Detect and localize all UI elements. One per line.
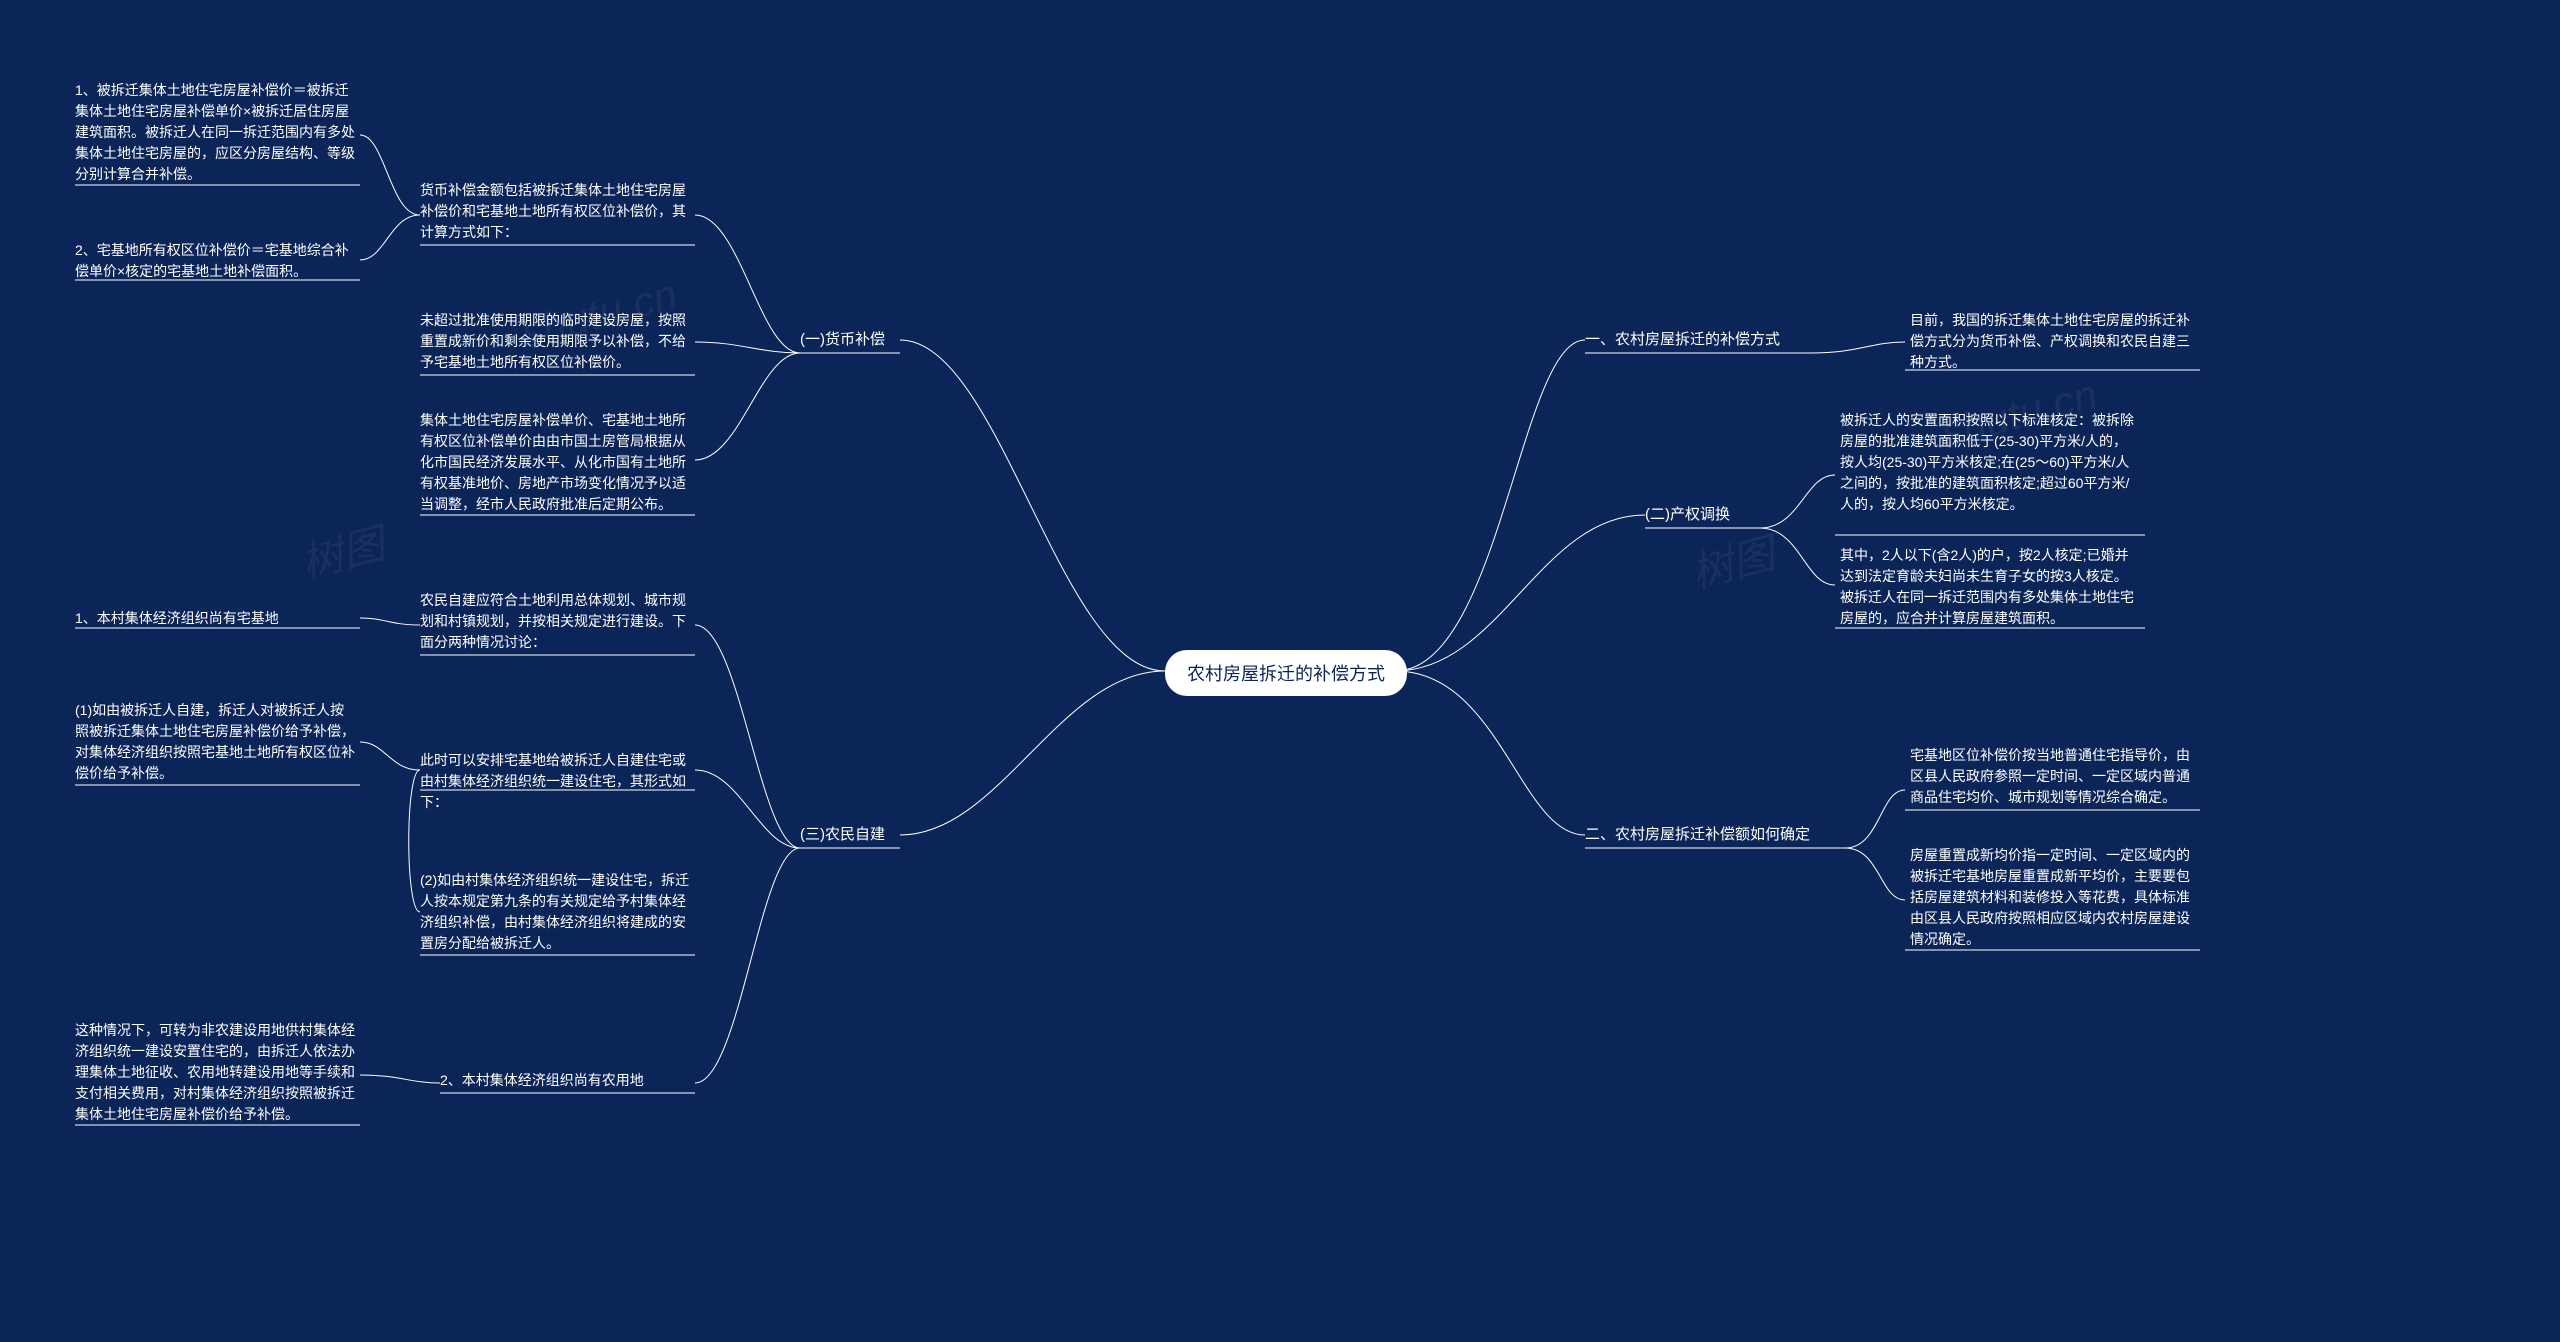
l1-grandchild-1: 2、宅基地所有权区位补偿价＝宅基地综合补偿单价×核定的宅基地土地补偿面积。	[75, 240, 355, 282]
r2-leaf-0: 被拆迁人的安置面积按照以下标准核定：被拆除房屋的批准建筑面积低于(25-30)平…	[1840, 410, 2140, 515]
branch-l1-label: (一)货币补偿	[800, 328, 885, 349]
r3-leaf-1: 房屋重置成新均价指一定时间、一定区域内的被拆迁宅基地房屋重置成新平均价，主要要包…	[1910, 845, 2200, 950]
branch-r2-label: (二)产权调换	[1645, 503, 1730, 524]
center-node: 农村房屋拆迁的补偿方式	[1165, 650, 1407, 696]
branch-r3-label: 二、农村房屋拆迁补偿额如何确定	[1585, 823, 1810, 844]
branch-l2-label: (三)农民自建	[800, 823, 885, 844]
l1-grandchild-0: 1、被拆迁集体土地住宅房屋补偿价＝被拆迁集体土地住宅房屋补偿单价×被拆迁居住房屋…	[75, 80, 355, 185]
l2-child-2: 2、本村集体经济组织尚有农用地	[440, 1070, 690, 1091]
l1-child-2: 集体土地住宅房屋补偿单价、宅基地土地所有权区位补偿单价由由市国土房管局根据从化市…	[420, 410, 690, 515]
l1-child-0: 货币补偿金额包括被拆迁集体土地住宅房屋补偿价和宅基地土地所有权区位补偿价，其计算…	[420, 180, 690, 243]
center-label: 农村房屋拆迁的补偿方式	[1187, 664, 1385, 684]
branch-r1-label: 一、农村房屋拆迁的补偿方式	[1585, 328, 1780, 349]
l2-child-1: 此时可以安排宅基地给被拆迁人自建住宅或由村集体经济组织统一建设住宅，其形式如下：	[420, 750, 690, 813]
watermark-2: 树图	[1684, 520, 1781, 601]
r1-leaf-0: 目前，我国的拆迁集体土地住宅房屋的拆迁补偿方式分为货币补偿、产权调换和农民自建三…	[1910, 310, 2200, 373]
l2-child-0: 农民自建应符合土地利用总体规划、城市规划和村镇规划，并按相关规定进行建设。下面分…	[420, 590, 690, 653]
l2-c0-gc0: 1、本村集体经济组织尚有宅基地	[75, 608, 355, 629]
l2-c1-gc1: (2)如由村集体经济组织统一建设住宅，拆迁人按本规定第九条的有关规定给予村集体经…	[420, 870, 690, 954]
l1-child-1: 未超过批准使用期限的临时建设房屋，按照重置成新价和剩余使用期限予以补偿，不给予宅…	[420, 310, 690, 373]
r3-leaf-0: 宅基地区位补偿价按当地普通住宅指导价，由区县人民政府参照一定时间、一定区域内普通…	[1910, 745, 2200, 808]
r2-leaf-1: 其中，2人以下(含2人)的户，按2人核定;已婚并达到法定育龄夫妇尚未生育子女的按…	[1840, 545, 2140, 629]
l2-c1-gc0: (1)如由被拆迁人自建，拆迁人对被拆迁人按照被拆迁集体土地住宅房屋补偿价给予补偿…	[75, 700, 355, 784]
watermark-0: 树图	[294, 510, 391, 591]
l2-c2-gc0: 这种情况下，可转为非农建设用地供村集体经济组织统一建设安置住宅的，由拆迁人依法办…	[75, 1020, 355, 1125]
